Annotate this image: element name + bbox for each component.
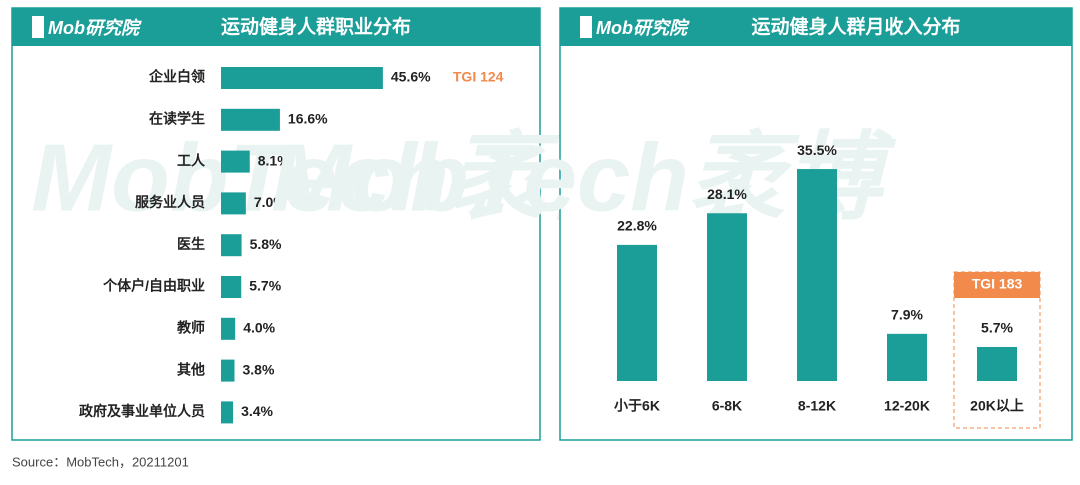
header — [560, 8, 1072, 46]
bar — [617, 244, 657, 381]
bar — [221, 150, 250, 173]
annotation: TGI 124 — [453, 69, 504, 85]
value-label: 3.8% — [242, 361, 274, 377]
bar — [221, 359, 235, 382]
header — [12, 8, 540, 46]
bar — [221, 234, 242, 257]
category-label: 政府及事业单位人员 — [79, 403, 205, 419]
brand: Mob研究院 — [48, 18, 142, 38]
category-label: 12-20K — [884, 398, 930, 414]
bar — [221, 401, 234, 424]
brand-icon — [580, 16, 592, 38]
bar — [887, 333, 927, 381]
bar — [707, 213, 747, 381]
bar — [221, 317, 236, 340]
category-label: 20K以上 — [970, 398, 1024, 414]
category-label: 教师 — [177, 320, 205, 336]
category-label: 服务业人员 — [135, 194, 205, 210]
value-label: 22.8% — [617, 218, 657, 234]
value-label: 8.1% — [258, 152, 290, 168]
brand-icon — [32, 16, 44, 38]
category-label: 在读学生 — [149, 111, 205, 127]
bar — [221, 276, 242, 298]
category-label: 其他 — [177, 361, 205, 377]
category-label: 6-8K — [712, 398, 742, 414]
category-label: 医生 — [177, 236, 205, 252]
value-label: 16.6% — [288, 111, 328, 127]
value-label: 4.0% — [243, 320, 275, 336]
category-label: 8-12K — [798, 398, 836, 414]
value-label: 7.9% — [891, 307, 923, 323]
bar — [797, 169, 837, 381]
bar — [221, 108, 280, 131]
category-label: 企业白领 — [148, 69, 205, 85]
category-label: 工人 — [177, 152, 206, 168]
annotation: TGI 183 — [972, 276, 1023, 292]
category-label: 个体户/自由职业 — [102, 278, 205, 294]
source: Source：MobTech，20211201 — [12, 454, 189, 469]
chart-title: 运动健身人群职业分布 — [221, 15, 411, 38]
value-label: 35.5% — [797, 142, 837, 158]
watermark: MobTech袤博 — [31, 124, 657, 231]
value-label: 3.4% — [241, 403, 273, 419]
bar — [221, 67, 383, 89]
value-label: 5.7% — [981, 320, 1013, 336]
bar — [977, 346, 1017, 381]
annotation-header — [954, 272, 1040, 298]
brand: Mob研究院 — [596, 18, 690, 38]
bar — [221, 192, 246, 215]
value-label: 45.6% — [391, 69, 431, 85]
value-label: 7.0% — [254, 194, 286, 210]
value-label: 28.1% — [707, 186, 747, 202]
category-label: 小于6K — [614, 398, 660, 414]
value-label: 5.7% — [249, 278, 281, 294]
value-label: 5.8% — [250, 236, 282, 252]
watermark: MobTech袤博 — [271, 124, 897, 231]
chart-title: 运动健身人群月收入分布 — [751, 15, 960, 38]
